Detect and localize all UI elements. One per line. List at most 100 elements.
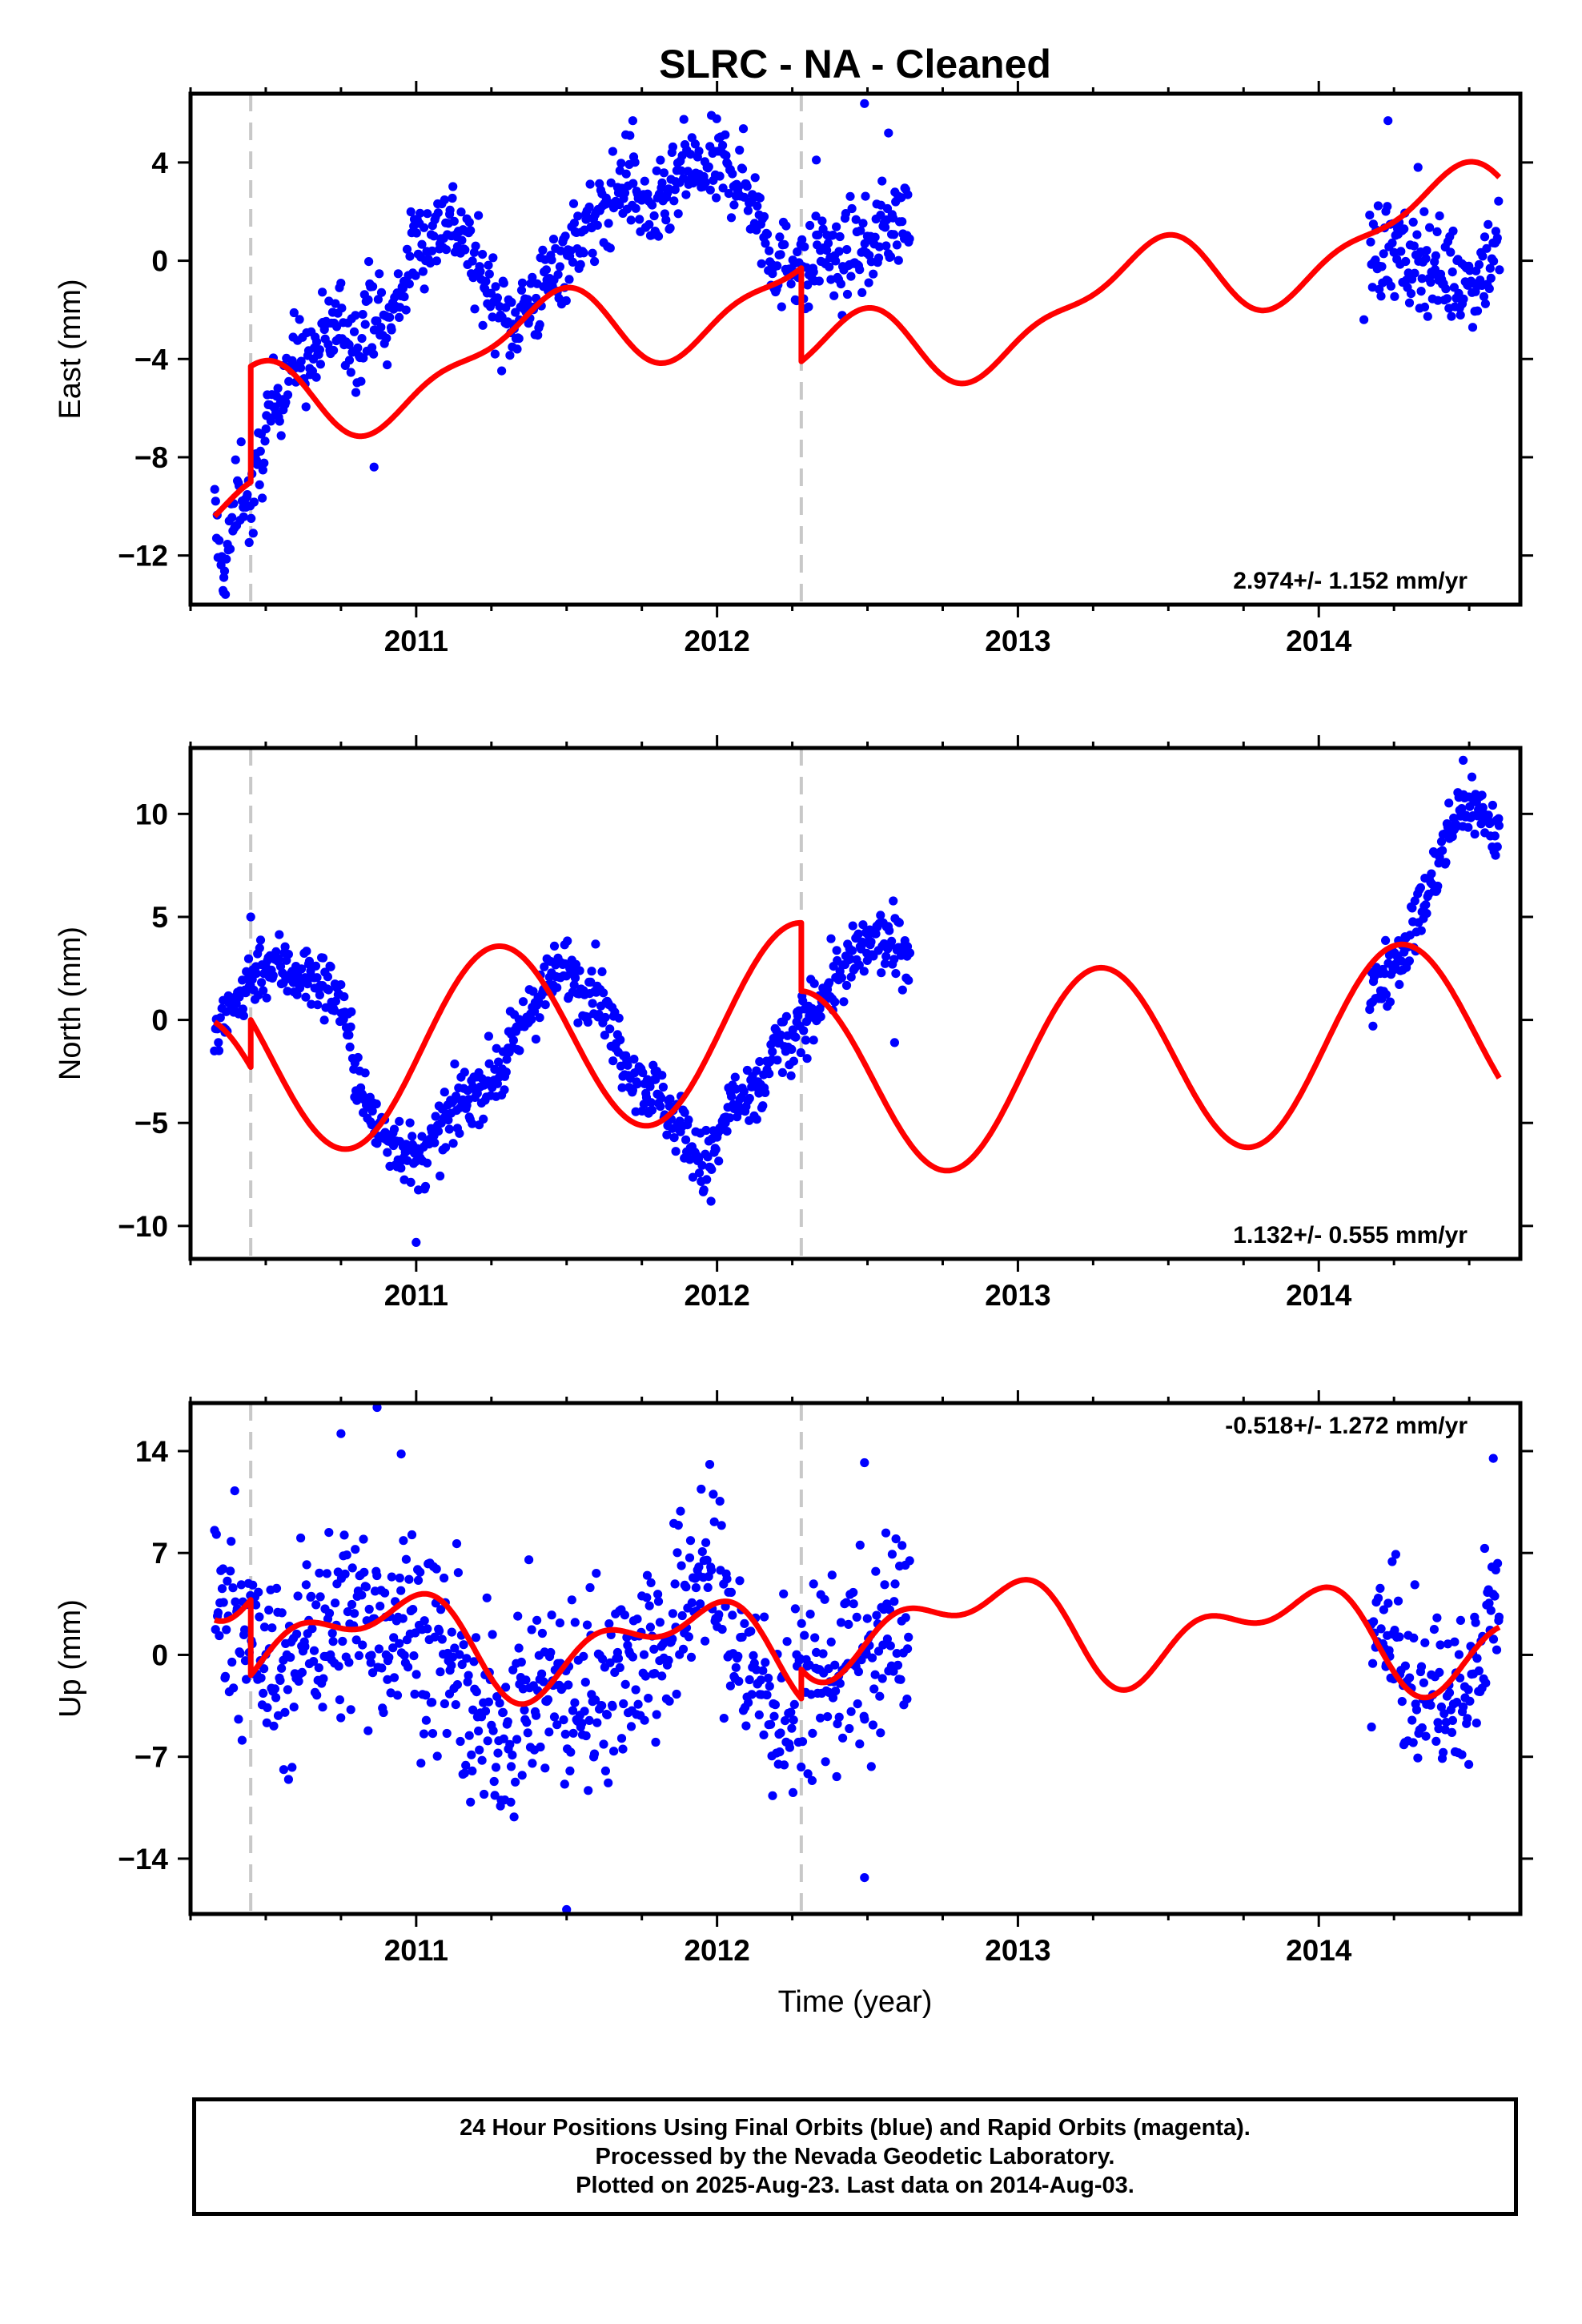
data-point	[296, 356, 306, 366]
data-point	[359, 353, 368, 363]
data-point	[255, 943, 264, 953]
data-point	[219, 1564, 228, 1574]
data-point	[762, 1690, 772, 1700]
data-point	[211, 1530, 221, 1539]
data-point	[532, 1711, 541, 1720]
data-point	[318, 953, 328, 963]
data-point	[1452, 1698, 1462, 1707]
data-point	[650, 1669, 660, 1679]
data-point	[354, 1651, 363, 1660]
data-point	[555, 1618, 565, 1628]
data-point	[373, 295, 383, 304]
data-point	[833, 1719, 842, 1729]
data-point	[606, 178, 616, 187]
data-point	[211, 497, 220, 506]
data-point	[549, 1712, 560, 1722]
data-point	[600, 1031, 610, 1040]
data-point	[657, 1671, 667, 1681]
data-point	[527, 1625, 536, 1634]
data-point	[528, 987, 538, 996]
data-point	[694, 147, 704, 156]
data-point	[495, 1699, 504, 1708]
data-point	[747, 1690, 757, 1699]
data-point	[1480, 232, 1490, 242]
data-point	[436, 1605, 446, 1614]
data-point	[547, 1610, 556, 1620]
data-point	[410, 1689, 420, 1699]
data-point	[798, 996, 808, 1006]
chart-title: SLRC - NA - Cleaned	[659, 42, 1051, 86]
data-point	[790, 1604, 801, 1614]
data-point	[227, 1537, 236, 1546]
data-point	[761, 1658, 770, 1667]
data-point	[677, 1610, 687, 1621]
data-point	[742, 182, 752, 191]
data-point	[569, 219, 580, 228]
data-point	[1415, 883, 1425, 893]
data-point	[535, 1013, 544, 1023]
data-point	[613, 1654, 624, 1663]
data-point	[1439, 1709, 1449, 1719]
data-point	[332, 322, 342, 332]
data-point	[1459, 294, 1468, 304]
data-point	[560, 231, 570, 241]
data-point	[460, 245, 470, 255]
data-point	[303, 979, 312, 989]
data-point	[484, 269, 494, 279]
x-tick-label: 2012	[684, 1934, 749, 1967]
data-point	[609, 1747, 619, 1756]
data-point	[761, 1088, 770, 1097]
data-point	[440, 1699, 450, 1709]
data-point	[452, 1539, 462, 1549]
data-point	[483, 1736, 492, 1746]
data-point	[733, 1651, 743, 1661]
data-point	[897, 1541, 907, 1550]
data-point	[890, 1579, 900, 1589]
data-point	[816, 1713, 825, 1723]
data-point	[564, 1680, 573, 1690]
data-point	[738, 124, 749, 134]
data-point	[721, 151, 731, 160]
data-point	[872, 1610, 881, 1620]
y-tick-label: −8	[135, 441, 168, 474]
data-point	[847, 946, 857, 955]
data-point	[1395, 979, 1404, 989]
data-point	[717, 1625, 727, 1634]
data-point	[420, 1181, 431, 1192]
data-point	[351, 311, 360, 320]
data-point	[811, 211, 821, 221]
data-point	[782, 1637, 792, 1647]
data-point	[1479, 292, 1489, 301]
data-point	[411, 1628, 420, 1638]
data-point	[623, 1060, 632, 1070]
data-point	[814, 276, 824, 286]
data-point	[632, 1080, 642, 1089]
data-point	[222, 1625, 231, 1634]
data-point	[765, 246, 774, 255]
data-point	[528, 272, 537, 282]
data-point	[565, 1766, 575, 1775]
data-point	[1376, 1624, 1386, 1634]
data-point	[243, 490, 252, 500]
data-point	[1393, 1596, 1403, 1606]
data-point	[315, 1568, 324, 1578]
data-point	[1407, 903, 1417, 913]
data-point	[319, 1674, 328, 1683]
data-point	[604, 1778, 613, 1787]
data-point	[598, 1655, 608, 1664]
data-point	[1389, 247, 1399, 257]
data-point	[1447, 267, 1457, 277]
data-point	[401, 305, 411, 315]
data-point	[759, 1730, 769, 1739]
data-point	[570, 973, 580, 983]
data-point	[657, 178, 667, 187]
data-point	[823, 1712, 833, 1722]
data-point	[436, 1667, 445, 1677]
data-point	[508, 1751, 517, 1760]
data-point	[618, 1744, 628, 1754]
data-point	[649, 1644, 659, 1654]
data-point	[283, 1685, 292, 1695]
data-point	[268, 971, 278, 980]
data-point	[275, 930, 284, 939]
data-point	[1417, 1723, 1427, 1733]
